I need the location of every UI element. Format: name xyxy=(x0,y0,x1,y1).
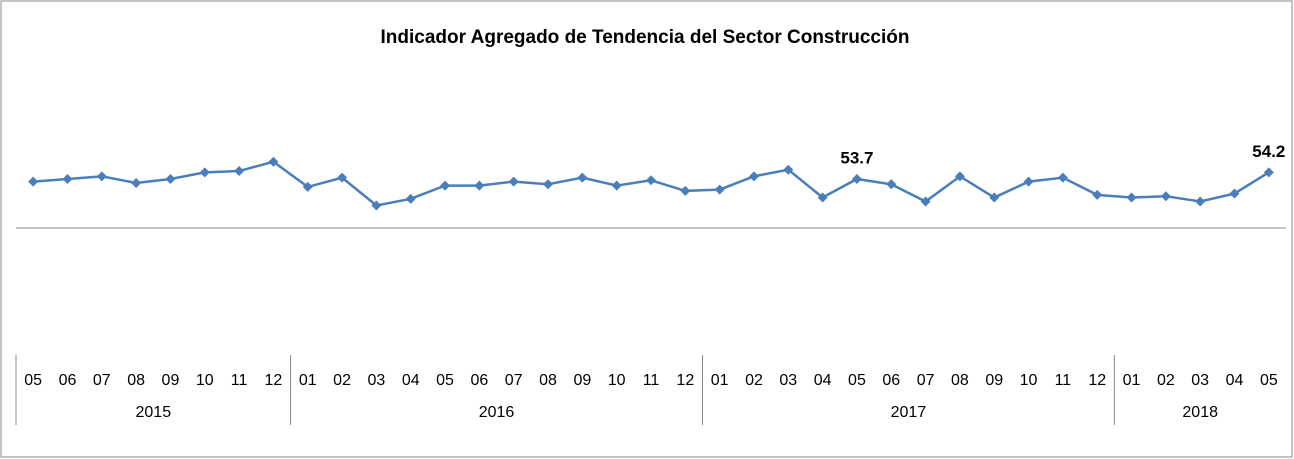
x-tick-label: 05 xyxy=(436,372,454,389)
data-label: 54.2 xyxy=(1252,142,1285,161)
point-marker xyxy=(268,156,279,167)
point-marker xyxy=(577,172,588,183)
point-marker xyxy=(783,164,794,175)
x-tick-label: 05 xyxy=(848,372,866,389)
point-marker xyxy=(508,176,519,187)
point-marker xyxy=(474,180,485,191)
point-marker xyxy=(851,173,862,184)
x-group-label: 2017 xyxy=(891,404,927,421)
x-tick-label: 06 xyxy=(59,372,77,389)
point-marker xyxy=(954,171,965,182)
point-marker xyxy=(199,167,210,178)
point-marker xyxy=(28,176,39,187)
point-marker xyxy=(1160,191,1171,202)
point-marker xyxy=(646,175,656,186)
point-marker xyxy=(920,196,931,207)
point-marker xyxy=(337,172,348,183)
point-marker xyxy=(817,192,828,203)
point-marker xyxy=(165,173,176,184)
x-tick-label: 10 xyxy=(196,372,214,389)
point-marker xyxy=(1229,188,1240,199)
point-marker xyxy=(1126,192,1137,203)
x-tick-label: 12 xyxy=(265,372,283,389)
x-group-label: 2016 xyxy=(479,404,515,421)
x-tick-label: 12 xyxy=(676,372,694,389)
point-marker xyxy=(62,173,73,184)
x-tick-label: 02 xyxy=(333,372,351,389)
x-group-label: 2018 xyxy=(1182,404,1218,421)
point-marker xyxy=(1057,172,1068,183)
x-tick-label: 10 xyxy=(1020,372,1038,389)
x-tick-label: 11 xyxy=(231,372,248,389)
point-marker xyxy=(1263,167,1274,178)
x-tick-label: 08 xyxy=(539,372,557,389)
x-tick-label: 03 xyxy=(1191,372,1209,389)
x-tick-label: 11 xyxy=(643,372,660,389)
x-tick-label: 08 xyxy=(127,372,145,389)
x-tick-label: 06 xyxy=(470,372,488,389)
x-tick-label: 05 xyxy=(1260,372,1278,389)
x-tick-label: 01 xyxy=(711,372,729,389)
x-tick-label: 03 xyxy=(368,372,386,389)
point-marker xyxy=(989,192,1000,203)
x-tick-label: 02 xyxy=(1157,372,1175,389)
x-tick-label: 09 xyxy=(162,372,180,389)
x-tick-label: 02 xyxy=(745,372,763,389)
data-label: 53.7 xyxy=(840,148,873,167)
x-tick-label: 08 xyxy=(951,372,969,389)
x-tick-label: 03 xyxy=(779,372,797,389)
x-tick-label: 07 xyxy=(93,372,111,389)
point-marker xyxy=(1092,189,1103,200)
point-marker xyxy=(405,193,416,204)
point-marker xyxy=(131,177,142,188)
x-tick-label: 04 xyxy=(402,372,420,389)
x-tick-label: 04 xyxy=(814,372,832,389)
x-tick-label: 09 xyxy=(573,372,591,389)
point-marker xyxy=(302,181,313,192)
x-tick-label: 01 xyxy=(1123,372,1141,389)
point-marker xyxy=(680,185,691,196)
point-marker xyxy=(234,166,245,177)
point-marker xyxy=(714,184,725,195)
x-tick-label: 07 xyxy=(505,372,523,389)
x-tick-label: 07 xyxy=(917,372,935,389)
point-marker xyxy=(440,180,451,191)
point-marker xyxy=(1023,176,1034,187)
point-marker xyxy=(748,171,759,182)
x-tick-label: 11 xyxy=(1055,372,1072,389)
point-marker xyxy=(1195,196,1206,207)
x-tick-label: 06 xyxy=(882,372,900,389)
point-marker xyxy=(886,179,897,190)
x-tick-label: 10 xyxy=(608,372,626,389)
x-tick-label: 05 xyxy=(24,372,42,389)
point-marker xyxy=(543,179,554,190)
point-marker xyxy=(611,180,622,191)
x-group-label: 2015 xyxy=(136,404,172,421)
chart-title: Indicador Agregado de Tendencia del Sect… xyxy=(381,27,910,48)
point-marker xyxy=(371,200,382,211)
point-marker xyxy=(96,171,107,182)
x-tick-label: 01 xyxy=(299,372,317,389)
x-tick-label: 09 xyxy=(985,372,1003,389)
x-tick-label: 12 xyxy=(1088,372,1106,389)
x-tick-label: 04 xyxy=(1226,372,1244,389)
